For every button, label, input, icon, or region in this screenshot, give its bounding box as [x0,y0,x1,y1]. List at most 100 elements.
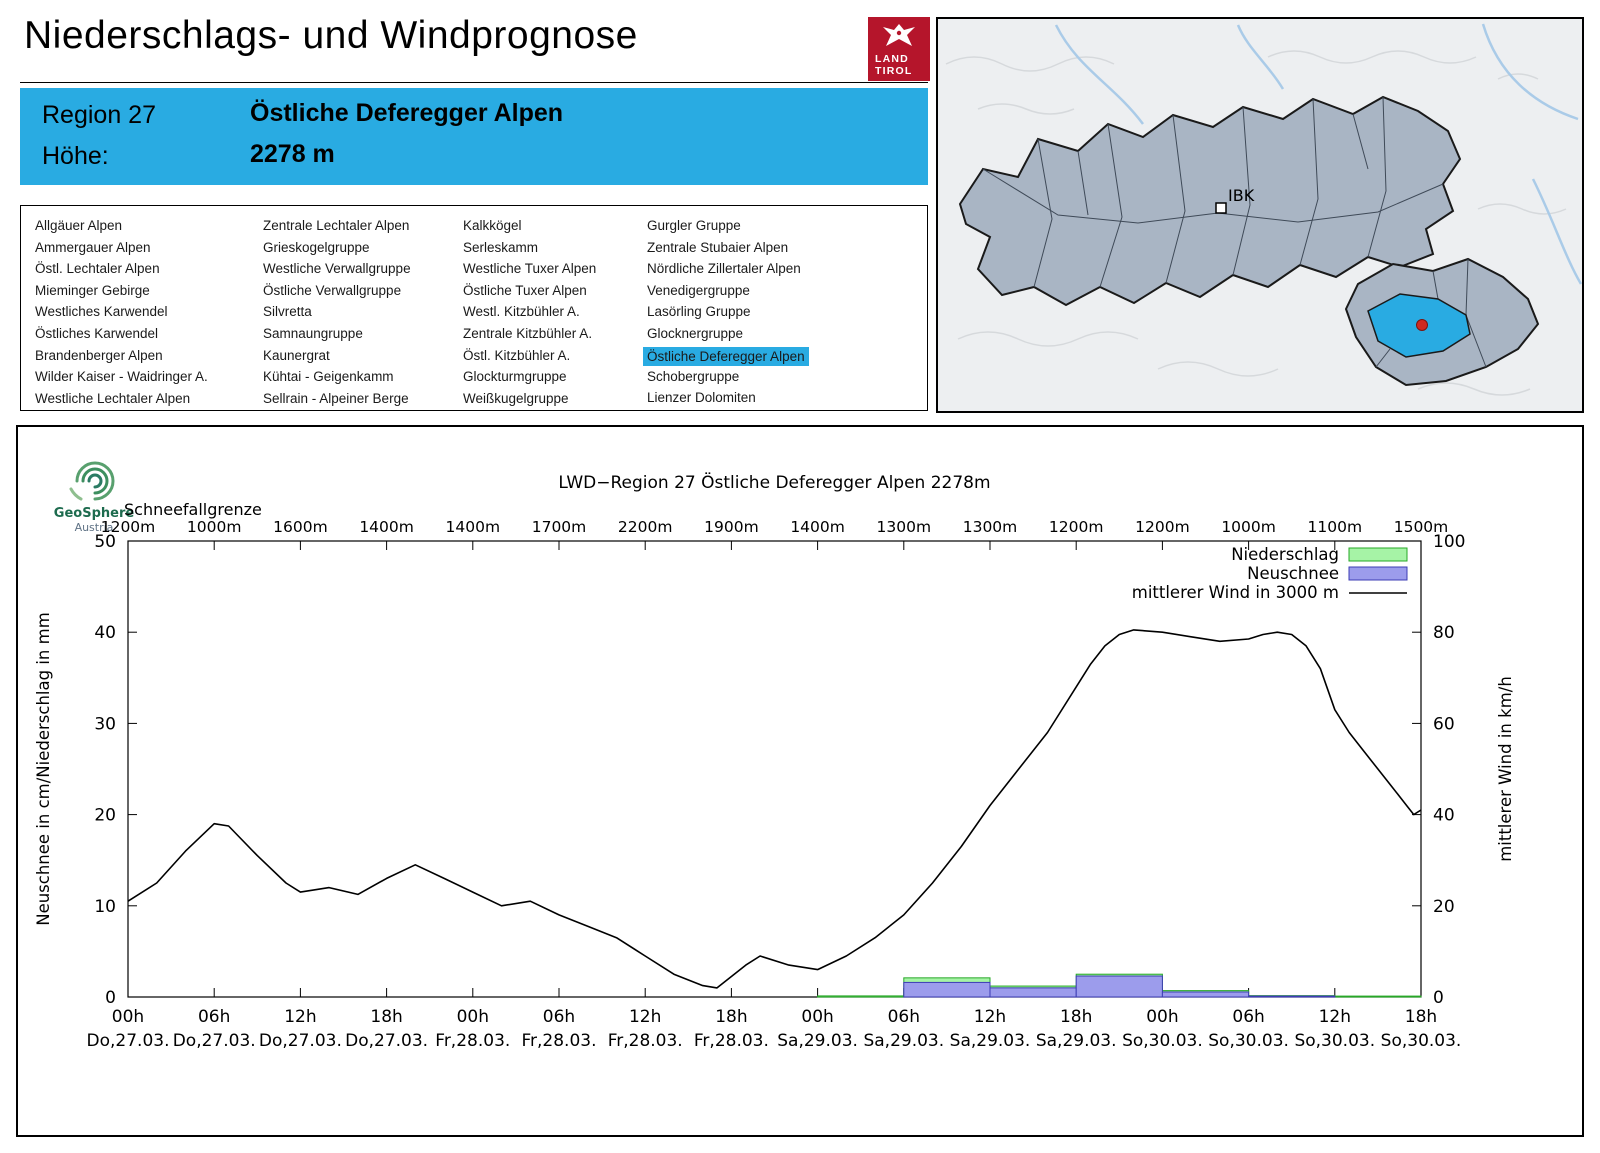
ibk-label: IBK [1228,186,1255,205]
map-region-north-tirol[interactable] [958,95,1462,307]
altitude-label: Höhe: [42,142,109,170]
xtick-date-label: So,30.03. [1122,1031,1203,1051]
legend-label: Niederschlag [1231,545,1339,564]
region-list-item[interactable]: Serleskamm [463,239,539,255]
xtick-time-label: 18h [370,1007,402,1027]
terrain-texture [945,50,1567,396]
xtick-date-label: Do,27.03. [259,1031,342,1051]
region-list-item[interactable]: Sellrain - Alpeiner Berge [263,390,409,406]
region-list-item[interactable]: Weißkugelgruppe [463,390,569,406]
xtick-time-label: 12h [1319,1007,1351,1027]
xtick-date-label: Do,27.03. [345,1031,428,1051]
region-list-item[interactable]: Brandenberger Alpen [35,347,163,363]
xtick-date-label: Sa,29.03. [1036,1031,1117,1051]
snowline-value: 1200m [101,518,156,536]
neuschnee-bar [989,987,1077,998]
region-list-item[interactable]: Gurgler Gruppe [647,218,741,233]
region-list: Allgäuer Alpen Ammergauer Alpen Östl. Lech… [20,205,928,411]
logo-line2: TIROL [875,65,913,77]
region-list-item[interactable]: Westliches Karwendel [35,304,168,320]
neuschnee-bar [1075,975,1163,998]
region-list-item[interactable]: Schobergruppe [647,368,740,384]
region-list-item[interactable]: Glocknergruppe [647,325,744,341]
region-number-label: Region 27 [42,101,156,129]
region-list-item[interactable]: Wilder Kaiser - Waidringer A. [35,369,208,385]
region-list-item[interactable]: Westliche Tuxer Alpen [463,261,597,277]
ibk-marker-icon [1215,202,1227,214]
snowline-value: 1300m [963,518,1018,536]
page-title: Niederschlags- und Windprognose [24,14,638,57]
xtick-date-label: Sa,29.03. [950,1031,1031,1051]
ytick-label-left: 0 [105,988,116,1008]
region-list-item[interactable]: Zentrale Kitzbühler A. [463,325,593,341]
xtick-time-label: 12h [284,1007,316,1027]
snowline-value: 1600m [273,518,328,536]
xtick-time-label: 00h [457,1007,489,1027]
region-column: Allgäuer Alpen Ammergauer Alpen Östl. Lech… [35,215,263,410]
region-list-item[interactable]: Lienzer Dolomiten [647,390,756,406]
region-list-item[interactable]: Östliche Deferegger Alpen [643,346,809,366]
region-list-item[interactable]: Kalkkögel [463,218,522,233]
region-list-item[interactable]: Östl. Kitzbühler A. [463,347,571,363]
snowline-label: Schneefallgrenze [124,500,262,519]
region-list-item[interactable]: Mieminger Gebirge [35,282,150,298]
region-list-item[interactable]: Lasörling Gruppe [647,304,751,320]
snowline-value: 1700m [532,518,587,536]
snowline-value: 1200m [1135,518,1190,536]
snowline-value: 1400m [446,518,501,536]
region-list-item[interactable]: Nördliche Zillertaler Alpen [647,261,801,277]
xtick-date-label: Do,27.03. [87,1031,170,1051]
ytick-label-right: 60 [1433,714,1455,734]
region-list-item[interactable]: Westliche Lechtaler Alpen [35,390,191,406]
plot-frame [127,540,1422,998]
geosphere-country: Austria [75,521,114,534]
xtick-date-label: So,30.03. [1294,1031,1375,1051]
xtick-date-label: Fr,28.03. [435,1031,510,1051]
region-list-item[interactable]: Silvretta [263,304,312,320]
ytick-label-left: 40 [94,623,116,643]
xtick-date-label: Sa,29.03. [777,1031,858,1051]
ylabel-left: Neuschnee in cm/Niederschlag in mm [34,612,53,926]
ytick-label-left: 20 [94,806,116,826]
region-list-item[interactable]: Ammergauer Alpen [35,239,151,255]
geosphere-icon [69,461,115,501]
region-list-item[interactable]: Kaunergrat [263,347,330,363]
xtick-date-label: Fr,28.03. [608,1031,683,1051]
region-list-item[interactable]: Westl. Kitzbühler A. [463,304,580,320]
geosphere-logo: GeoSphere Austria [54,461,134,534]
region-list-item[interactable]: Östliche Tuxer Alpen [463,282,587,298]
region-column: Gurgler Gruppe Zentrale Stubaier Alpen Nör… [643,215,921,410]
ytick-label-right: 40 [1433,806,1455,826]
snowline-value: 1200m [1049,518,1104,536]
ytick-label-left: 50 [94,532,116,552]
xtick-time-label: 18h [1405,1007,1437,1027]
ytick-label-right: 0 [1433,988,1444,1008]
xtick-time-label: 00h [1146,1007,1178,1027]
snowline-value: 1000m [1221,518,1276,536]
ylabel-right: mittlerer Wind in km/h [1496,676,1515,862]
snowline-value: 1400m [790,518,845,536]
tirol-eagle-icon [883,24,915,46]
snowline-value: 1000m [187,518,242,536]
ytick-label-right: 80 [1433,623,1455,643]
region-list-item[interactable]: Westliche Verwallgruppe [263,261,411,277]
region-list-item[interactable]: Venedigergruppe [647,282,750,298]
xtick-time-label: 18h [715,1007,747,1027]
region-list-item[interactable]: Grieskogelgruppe [263,239,370,255]
region-list-item[interactable]: Glockturmgruppe [463,369,567,385]
niederschlag-bar [817,995,905,998]
region-list-item[interactable]: Zentrale Stubaier Alpen [647,239,789,255]
ytick-label-left: 10 [94,897,116,917]
region-list-item[interactable]: Samnaungruppe [263,325,363,341]
region-list-item[interactable]: Zentrale Lechtaler Alpen [263,218,410,233]
xtick-time-label: 00h [112,1007,144,1027]
river-lines [1054,23,1582,285]
region-list-item[interactable]: Östliches Karwendel [35,325,159,341]
region-list-item[interactable]: Östliche Verwallgruppe [263,282,402,298]
legend-label: Neuschnee [1247,564,1339,583]
region-list-item[interactable]: Östl. Lechtaler Alpen [35,261,160,277]
xtick-date-label: Fr,28.03. [694,1031,769,1051]
neuschnee-bar [903,981,991,998]
region-list-item[interactable]: Kühtai - Geigenkamm [263,369,394,385]
region-list-item[interactable]: Allgäuer Alpen [35,218,123,233]
